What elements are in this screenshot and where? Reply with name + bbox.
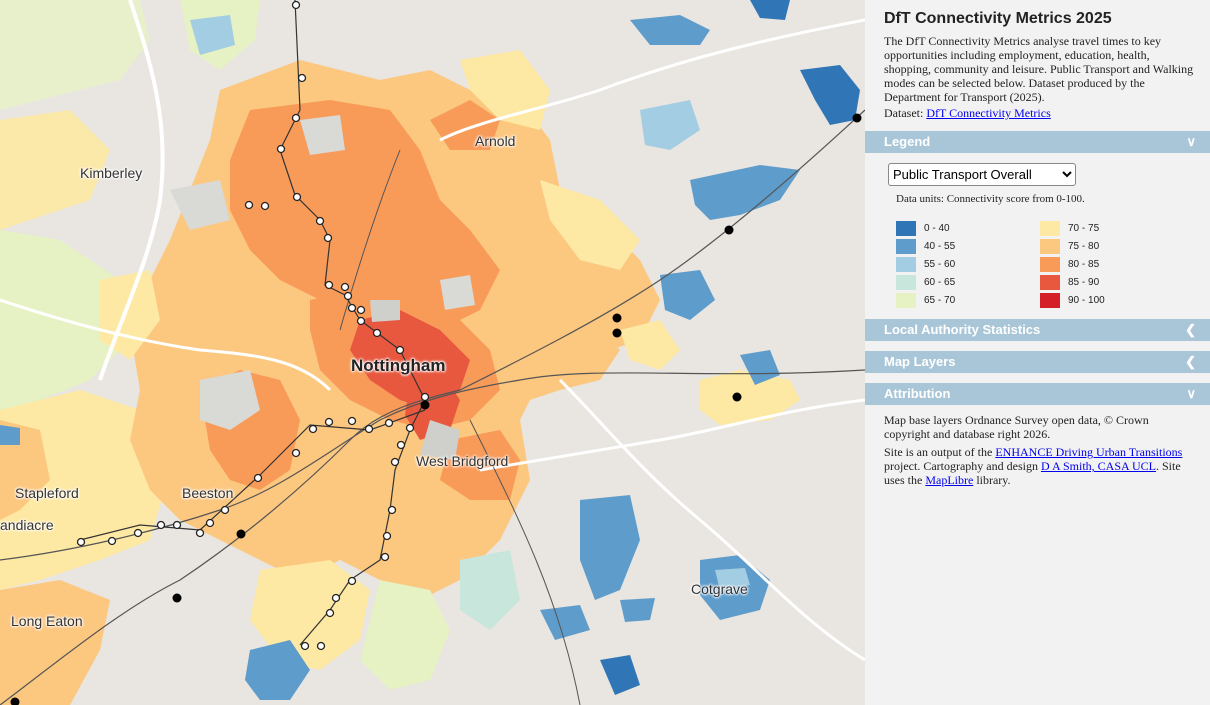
- legend-label: 65 - 70: [924, 294, 956, 306]
- enhance-link[interactable]: ENHANCE Driving Urban Transitions: [995, 445, 1183, 459]
- legend-item: 55 - 60: [896, 255, 955, 273]
- data-units-text: Data units: Connectivity score from 0-10…: [896, 193, 1085, 205]
- attribution-body: Map base layers Ordnance Survey open dat…: [884, 413, 1196, 487]
- legend-item: 75 - 80: [1040, 237, 1105, 255]
- dataset-link[interactable]: DfT Connectivity Metrics: [926, 106, 1051, 120]
- legend-item: 60 - 65: [896, 273, 955, 291]
- attribution-os: Map base layers Ordnance Survey open dat…: [884, 413, 1149, 441]
- place-label: Cotgrave: [691, 581, 748, 597]
- chevron-down-icon[interactable]: ∨: [1186, 134, 1196, 149]
- local-authority-section-title: Local Authority Statistics: [884, 322, 1041, 337]
- legend-item: 65 - 70: [896, 291, 955, 309]
- attribution-text: project. Cartography and design: [884, 459, 1038, 473]
- legend-label: 0 - 40: [924, 222, 950, 234]
- legend-item: 0 - 40: [896, 219, 955, 237]
- legend-label: 70 - 75: [1068, 222, 1100, 234]
- legend-item: 80 - 85: [1040, 255, 1105, 273]
- mode-select[interactable]: Public Transport Overall: [888, 163, 1076, 186]
- place-label: Nottingham: [351, 356, 446, 375]
- place-label: andiacre: [0, 517, 54, 533]
- map-canvas[interactable]: Arnold Kimberley Nottingham West Bridgford S…: [0, 0, 865, 705]
- legend-swatch: [1040, 220, 1060, 236]
- legend-column-right: 70 - 75 75 - 80 80 - 85 85 - 90 90 - 100: [1040, 219, 1105, 309]
- chevron-left-icon[interactable]: ❮: [1185, 322, 1196, 337]
- choropleth-layer: [0, 0, 865, 705]
- local-authority-section-header[interactable]: Local Authority Statistics ❮: [865, 319, 1210, 341]
- side-panel: DfT Connectivity Metrics 2025 The DfT Co…: [865, 0, 1210, 705]
- place-label: Kimberley: [80, 165, 143, 181]
- legend-swatch: [1040, 292, 1060, 308]
- author-link[interactable]: D A Smith, CASA UCL: [1040, 459, 1156, 473]
- legend-swatch: [1040, 274, 1060, 290]
- legend-label: 80 - 85: [1068, 258, 1100, 270]
- legend-swatch: [1040, 256, 1060, 272]
- place-label: Long Eaton: [11, 613, 83, 629]
- legend-swatch: [896, 256, 916, 272]
- place-label: West Bridgford: [416, 453, 509, 469]
- attribution-section-title: Attribution: [884, 386, 951, 401]
- place-label: Beeston: [182, 485, 234, 501]
- legend-label: 75 - 80: [1068, 240, 1100, 252]
- legend-label: 60 - 65: [924, 276, 956, 288]
- legend-item: 40 - 55: [896, 237, 955, 255]
- place-label: Arnold: [475, 133, 516, 149]
- map-layers-section-header[interactable]: Map Layers ❮: [865, 351, 1210, 373]
- legend-item: 85 - 90: [1040, 273, 1105, 291]
- legend-swatch: [896, 238, 916, 254]
- attribution-text: . Site uses the: [884, 459, 1181, 487]
- attribution-section-header[interactable]: Attribution ∨: [865, 383, 1210, 405]
- legend-swatch: [896, 274, 916, 290]
- legend-item: 70 - 75: [1040, 219, 1105, 237]
- legend-section-header[interactable]: Legend ∨: [865, 131, 1210, 153]
- legend-body: Public Transport Overall Data units: Con…: [865, 153, 1210, 309]
- legend-column-left: 0 - 40 40 - 55 55 - 60 60 - 65 65 - 70: [896, 219, 955, 309]
- legend-swatch: [896, 220, 916, 236]
- attribution-text: Site is an output of the: [884, 445, 993, 459]
- attribution-text: library.: [976, 473, 1011, 487]
- legend-swatch: [896, 292, 916, 308]
- legend-swatch: [1040, 238, 1060, 254]
- legend-label: 85 - 90: [1068, 276, 1100, 288]
- legend-label: 55 - 60: [924, 258, 956, 270]
- attribution-credits: Site is an output of the ENHANCE Driving…: [884, 445, 1196, 487]
- place-label: Stapleford: [15, 485, 79, 501]
- maplibre-link[interactable]: MapLibre: [925, 473, 974, 487]
- chevron-down-icon[interactable]: ∨: [1186, 386, 1196, 401]
- dataset-label: Dataset:: [884, 106, 924, 120]
- map-layers-section-title: Map Layers: [884, 354, 956, 369]
- legend-item: 90 - 100: [1040, 291, 1105, 309]
- legend-section-title: Legend: [884, 134, 931, 149]
- legend-label: 90 - 100: [1068, 294, 1105, 306]
- chevron-left-icon[interactable]: ❮: [1185, 354, 1196, 369]
- panel-title: DfT Connectivity Metrics 2025: [884, 10, 1112, 27]
- intro-text: The DfT Connectivity Metrics analyse tra…: [884, 34, 1194, 104]
- legend-label: 40 - 55: [924, 240, 956, 252]
- dataset-line: Dataset: DfT Connectivity Metrics: [884, 106, 1196, 121]
